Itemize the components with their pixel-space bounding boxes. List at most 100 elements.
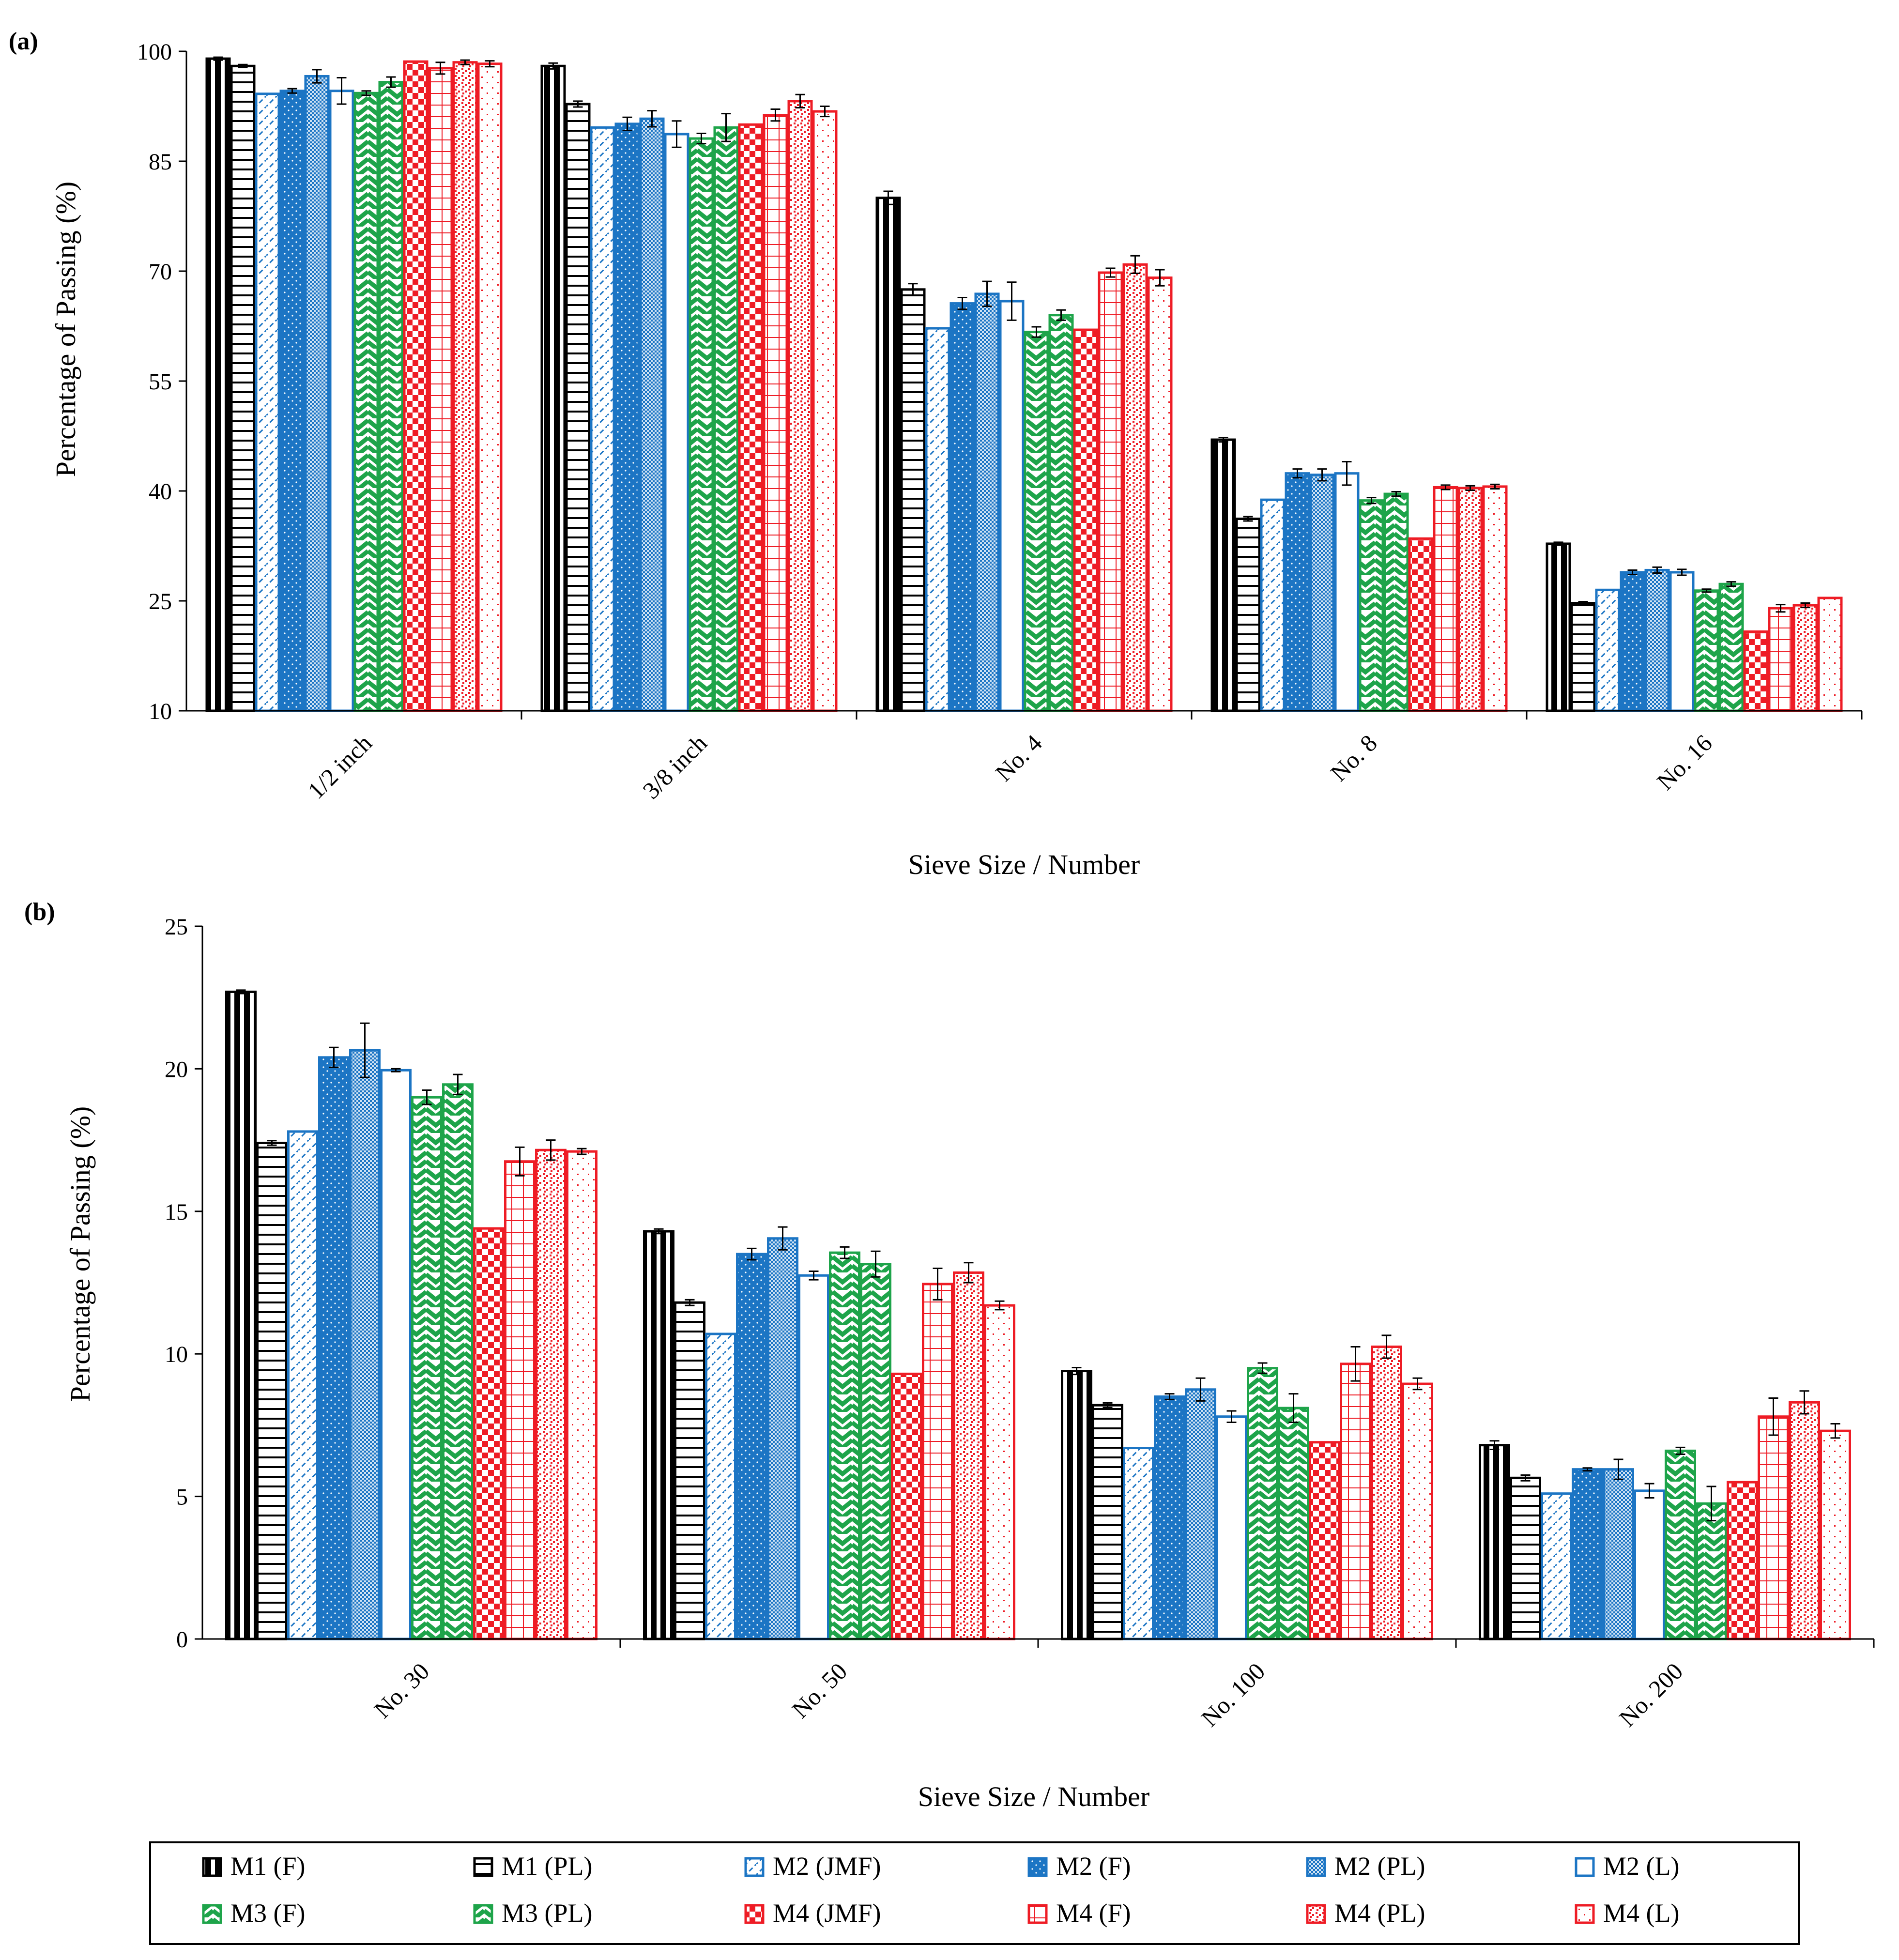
error-bar-m2-f-no-8 — [1292, 468, 1302, 479]
bar-m1-f-no-100 — [1061, 1370, 1092, 1640]
bar-m1-f-no-16 — [1546, 542, 1571, 712]
bar-m4-jmf-3-8-inch — [738, 123, 764, 712]
bar-m2-jmf-no-4 — [925, 327, 950, 712]
legend-swatch — [473, 1904, 493, 1924]
panel-b-ylabel: Percentage of Passing (%) — [64, 1106, 96, 1402]
legend-item-m1-pl: M1 (PL) — [473, 1852, 593, 1881]
bar-m4-jmf-no-8 — [1408, 537, 1434, 712]
bar-m2-jmf-no-16 — [1595, 588, 1621, 712]
panel-a-ylabel: Percentage of Passing (%) — [50, 182, 81, 477]
error-bar-m4-f-no-16 — [1776, 604, 1786, 613]
x-category-label: No. 4 — [990, 729, 1047, 786]
legend-swatch — [1027, 1857, 1048, 1877]
error-bar-m1-pl-no-16 — [1578, 601, 1588, 606]
bar-m2-pl-no-4 — [974, 292, 1000, 712]
error-bar-m4-l-1-2-inch — [485, 60, 495, 68]
bar-m2-pl-no-50 — [767, 1237, 798, 1640]
bar-m4-f-no-16 — [1768, 607, 1793, 712]
error-bar-m1-pl-no-200 — [1520, 1474, 1531, 1482]
bar-m4-pl-no-50 — [953, 1271, 984, 1640]
bar-m3-f-no-200 — [1665, 1449, 1696, 1640]
panel-b-label: (b) — [24, 898, 55, 926]
error-bar-m3-f-no-50 — [840, 1246, 850, 1259]
legend-item-m4-pl: M4 (PL) — [1306, 1899, 1425, 1928]
bar-m4-jmf-no-16 — [1743, 630, 1769, 712]
bar-m4-pl-no-4 — [1122, 263, 1148, 712]
bar-m2-jmf-no-200 — [1541, 1492, 1572, 1640]
error-bar-m3-f-no-8 — [1366, 497, 1377, 505]
legend-item-m2-f: M2 (F) — [1027, 1852, 1131, 1881]
error-bar-m2-f-no-50 — [747, 1247, 757, 1261]
legend-item-m2-pl: M2 (PL) — [1306, 1852, 1425, 1881]
legend-box — [149, 1841, 1800, 1945]
error-bar-m3-pl-no-16 — [1726, 581, 1736, 587]
error-bar-m2-l-no-100 — [1226, 1410, 1237, 1424]
bar-m2-pl-no-30 — [349, 1049, 381, 1640]
error-bar-m4-l-no-200 — [1830, 1423, 1840, 1439]
error-bar-m4-f-no-200 — [1768, 1397, 1778, 1436]
bar-m3-pl-no-100 — [1278, 1407, 1309, 1640]
error-bar-m2-f-no-200 — [1582, 1467, 1593, 1472]
error-bar-m4-f-no-30 — [515, 1146, 525, 1177]
bar-m3-pl-no-30 — [442, 1083, 474, 1640]
legend-swatch — [1575, 1857, 1595, 1877]
error-bar-m4-f-1-2-inch — [435, 61, 445, 75]
error-bar-m2-pl-no-8 — [1317, 468, 1327, 482]
error-bar-m3-f-no-4 — [1031, 326, 1041, 338]
bar-m4-l-no-4 — [1147, 276, 1173, 712]
error-bar-m4-l-no-8 — [1490, 483, 1500, 490]
error-bar-m2-pl-no-100 — [1195, 1377, 1206, 1402]
x-category-label: No. 100 — [1196, 1657, 1271, 1732]
legend-label: M2 (PL) — [1334, 1852, 1425, 1881]
error-bar-m2-l-1-2-inch — [337, 77, 347, 105]
bar-m4-f-3-8-inch — [763, 114, 788, 712]
legend-label: M3 (PL) — [502, 1899, 593, 1928]
bar-m2-jmf-no-50 — [705, 1332, 736, 1640]
error-bar-m4-pl-1-2-inch — [460, 59, 470, 65]
error-bar-m4-l-no-50 — [995, 1300, 1005, 1311]
error-bar-m4-pl-no-8 — [1465, 485, 1475, 491]
error-bar-m4-pl-no-16 — [1800, 602, 1810, 609]
bar-m3-f-no-50 — [829, 1251, 860, 1640]
bar-m1-f-no-200 — [1479, 1444, 1510, 1640]
legend-label: M3 (F) — [230, 1899, 306, 1928]
legend-label: M4 (JMF) — [773, 1899, 881, 1928]
bar-m2-jmf-3-8-inch — [590, 126, 615, 712]
error-bar-m3-f-1-2-inch — [361, 90, 371, 96]
error-bar-m4-l-no-100 — [1412, 1377, 1423, 1391]
bar-m2-l-no-100 — [1216, 1415, 1247, 1640]
error-bar-m2-f-no-16 — [1627, 569, 1638, 576]
bar-m4-pl-1-2-inch — [452, 61, 478, 712]
legend-label: M4 (L) — [1603, 1899, 1679, 1928]
bar-m2-pl-no-200 — [1603, 1468, 1634, 1640]
bar-m4-l-no-200 — [1820, 1429, 1851, 1640]
error-bar-m3-f-no-100 — [1257, 1362, 1268, 1374]
panel-a-xlabel: Sieve Size / Number — [908, 849, 1140, 880]
y-tick-label: 5 — [176, 1485, 188, 1510]
bar-m3-f-no-30 — [411, 1096, 443, 1640]
bar-m2-l-no-8 — [1334, 472, 1360, 712]
error-bar-m1-pl-no-100 — [1103, 1402, 1113, 1409]
bar-m2-f-no-30 — [318, 1056, 350, 1640]
error-bar-m4-pl-no-200 — [1799, 1390, 1809, 1415]
error-bar-m4-pl-3-8-inch — [795, 93, 805, 109]
error-bar-m2-l-no-16 — [1677, 568, 1687, 576]
bar-m4-f-no-50 — [922, 1283, 953, 1640]
error-bar-m1-pl-3-8-inch — [573, 100, 583, 108]
bar-m3-pl-no-200 — [1696, 1502, 1727, 1640]
error-bar-m2-f-1-2-inch — [287, 88, 297, 94]
bar-m1-f-no-4 — [875, 197, 901, 712]
bar-m2-f-no-16 — [1620, 571, 1645, 712]
error-bar-m1-pl-no-4 — [908, 283, 918, 296]
bar-m1-pl-3-8-inch — [565, 103, 591, 712]
bar-m2-l-no-4 — [999, 300, 1025, 712]
bar-m2-f-no-8 — [1285, 472, 1310, 712]
error-bar-m4-pl-no-100 — [1381, 1334, 1392, 1359]
bar-m3-f-no-16 — [1694, 589, 1719, 712]
error-bar-m2-f-3-8-inch — [622, 116, 632, 131]
bar-m1-f-no-30 — [225, 990, 257, 1640]
bar-m4-pl-3-8-inch — [787, 100, 813, 712]
panel-b: (b) Percentage of Passing (%) Sieve Size… — [24, 898, 1875, 1812]
legend-swatch — [744, 1857, 765, 1877]
